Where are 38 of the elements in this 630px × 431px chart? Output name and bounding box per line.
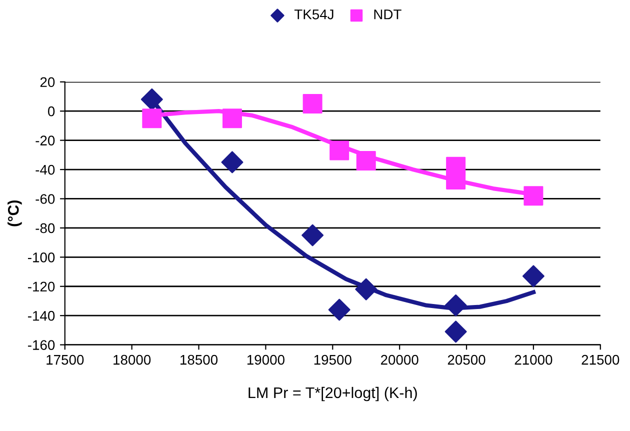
x-tick-label: 21500 — [582, 354, 620, 365]
point — [522, 265, 544, 288]
x-tick-label: 19000 — [247, 354, 284, 365]
y-tick-label: 20 — [40, 77, 55, 88]
point — [142, 108, 162, 128]
x-tick-label: 20500 — [448, 354, 486, 365]
point — [356, 151, 376, 171]
point — [446, 170, 466, 190]
point — [302, 224, 324, 246]
y-tick-label: -100 — [28, 252, 55, 262]
point — [328, 298, 350, 321]
point — [302, 94, 322, 114]
y-tick-label: -120 — [28, 282, 55, 292]
x-tick-label: 18000 — [114, 354, 151, 365]
y-tick-label: -140 — [28, 310, 55, 321]
y-tick-label: -40 — [36, 164, 55, 175]
point — [444, 294, 467, 316]
y-tick-label: -60 — [36, 194, 55, 204]
y-axis-title: (°C) — [8, 200, 22, 226]
point — [330, 140, 350, 160]
y-tick-label: -160 — [28, 340, 55, 350]
point — [524, 186, 544, 206]
y-tick-label: -80 — [36, 223, 55, 234]
point — [444, 320, 467, 343]
x-tick-label: 18500 — [180, 354, 218, 365]
legend-label: NDT — [374, 10, 402, 20]
x-tick-label: 17500 — [46, 354, 84, 365]
y-tick-label: -20 — [36, 136, 55, 146]
y-tick-label: 0 — [48, 106, 55, 116]
legend-label: TK54J — [294, 10, 334, 20]
point — [355, 278, 378, 300]
point — [140, 88, 163, 110]
x-tick-label: 20000 — [380, 354, 418, 365]
x-tick-label: 21000 — [514, 354, 552, 365]
point — [222, 108, 242, 128]
x-tick-label: 19500 — [314, 354, 352, 365]
x-axis-title: LM Pr = T*[20+logt] (K-h) — [248, 386, 417, 402]
point — [221, 151, 244, 174]
